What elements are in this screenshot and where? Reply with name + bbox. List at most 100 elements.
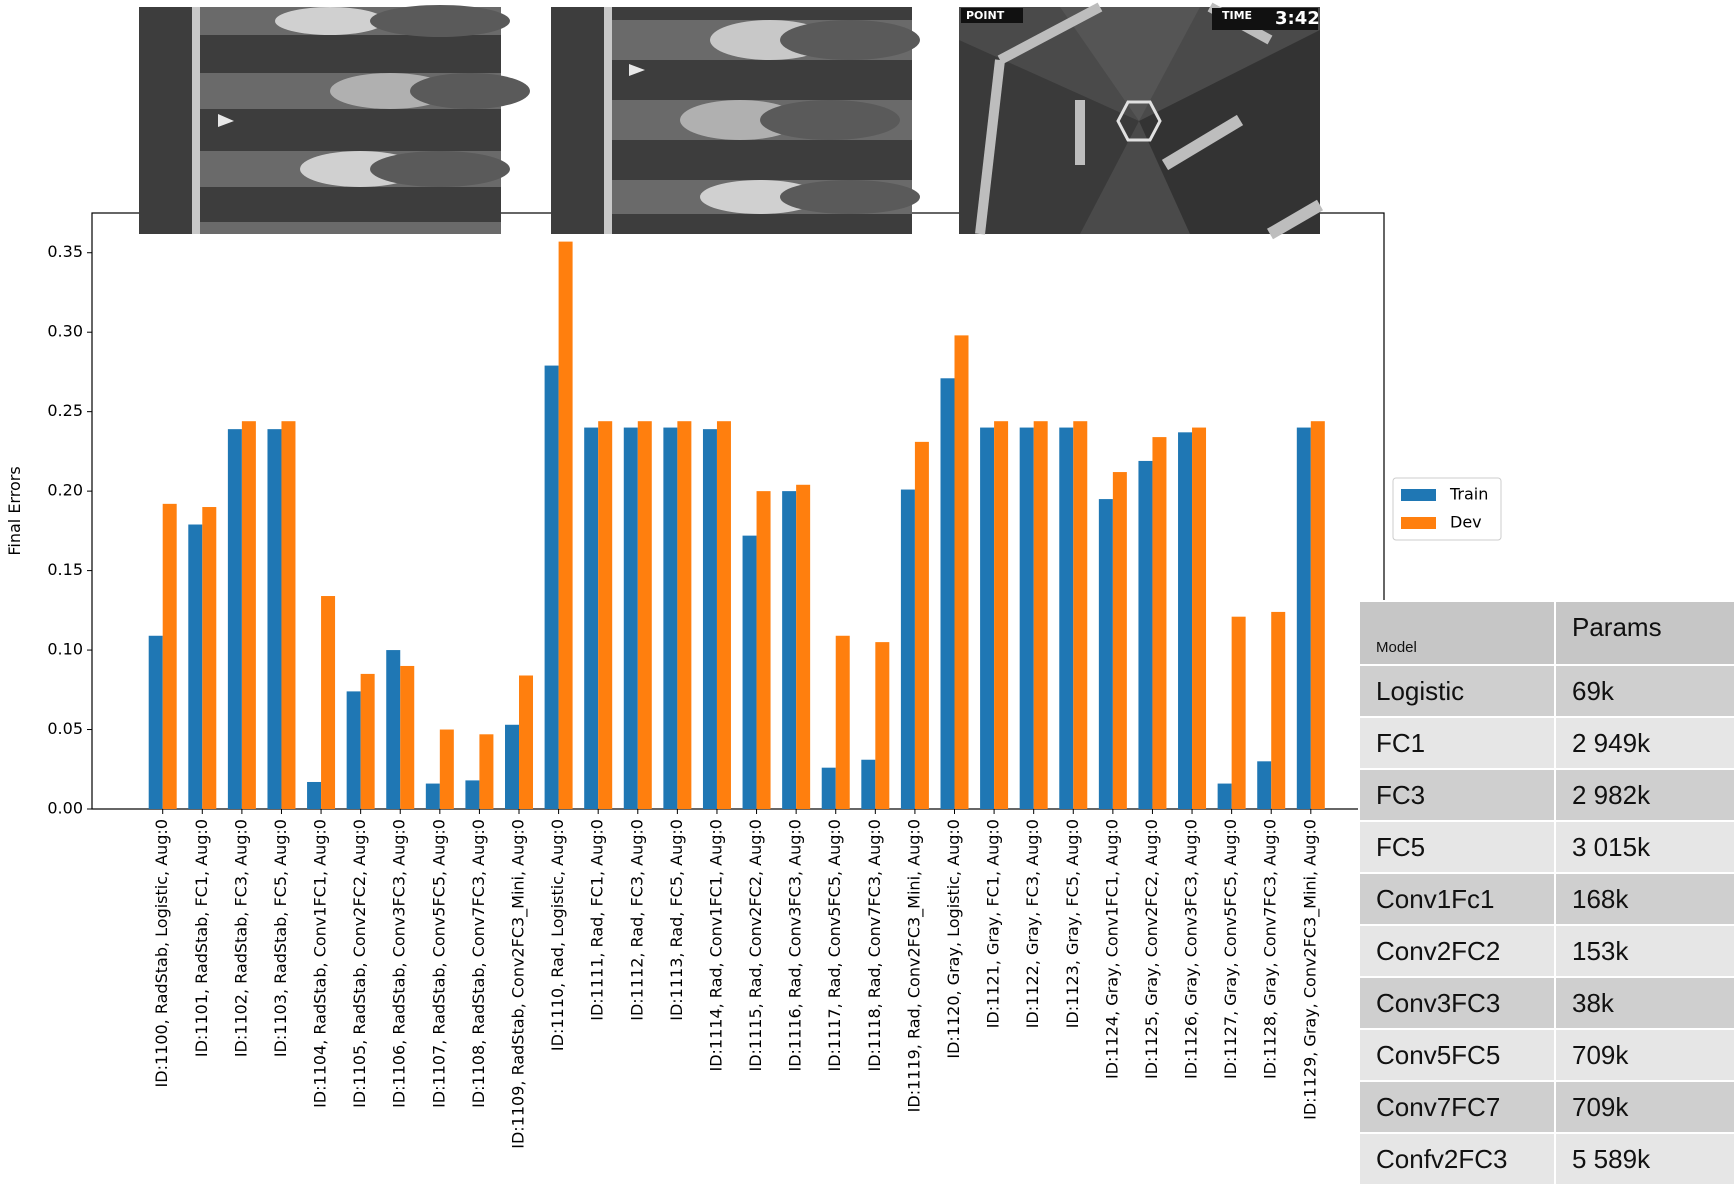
bar xyxy=(440,730,454,809)
y-tick-label: 0.20 xyxy=(47,481,83,500)
x-tick-label: ID:1101, RadStab, FC1, Aug:0 xyxy=(192,819,211,1057)
legend-label: Dev xyxy=(1450,513,1482,532)
x-tick-label: ID:1126, Gray, Conv3FC3, Aug:0 xyxy=(1182,819,1201,1079)
x-tick-label: ID:1110, Rad, Logistic, Aug:0 xyxy=(548,819,567,1051)
bar xyxy=(1192,428,1206,809)
bar xyxy=(1232,617,1246,809)
y-tick-label: 0.15 xyxy=(47,560,83,579)
table-row: Logistic69k xyxy=(1359,665,1735,717)
x-tick-label: ID:1112, Rad, FC3, Aug:0 xyxy=(627,819,646,1021)
bar xyxy=(663,428,677,809)
bar xyxy=(267,429,281,809)
table-cell: FC1 xyxy=(1359,717,1555,769)
bar xyxy=(980,428,994,809)
table-header-cell: Model xyxy=(1359,601,1555,665)
x-tick-label: ID:1111, Rad, FC1, Aug:0 xyxy=(588,819,607,1021)
x-tick-label: ID:1109, RadStab, Conv2FC3_Mini, Aug:0 xyxy=(509,819,529,1149)
table-cell: Logistic xyxy=(1359,665,1555,717)
x-tick-label: ID:1120, Gray, Logistic, Aug:0 xyxy=(944,819,963,1059)
legend-swatch xyxy=(1401,489,1436,501)
bar xyxy=(321,596,335,809)
x-tick-label: ID:1128, Gray, Conv7FC3, Aug:0 xyxy=(1261,819,1280,1079)
bar xyxy=(915,442,929,809)
bar xyxy=(1138,461,1152,809)
table-cell: 709k xyxy=(1555,1029,1735,1081)
table-cell: Confv2FC3 xyxy=(1359,1133,1555,1185)
bar xyxy=(386,650,400,809)
game-screen-2 xyxy=(551,7,920,234)
y-tick-label: 0.35 xyxy=(47,242,83,261)
x-tick-label: ID:1113, Rad, FC5, Aug:0 xyxy=(667,819,686,1021)
bar xyxy=(861,760,875,809)
bar xyxy=(624,428,638,809)
bar xyxy=(202,507,216,809)
table-cell: FC5 xyxy=(1359,821,1555,873)
game-screen-1 xyxy=(139,5,530,234)
bar xyxy=(822,768,836,809)
bar xyxy=(426,784,440,809)
bar xyxy=(598,421,612,809)
table-cell: 38k xyxy=(1555,977,1735,1029)
x-tick-label: ID:1118, Rad, Conv7FC3, Aug:0 xyxy=(865,819,884,1072)
hud-time: TIME xyxy=(1222,9,1252,22)
bar xyxy=(163,504,177,809)
x-tick-label: ID:1107, RadStab, Conv5FC5, Aug:0 xyxy=(429,819,448,1108)
bar xyxy=(941,378,955,809)
x-tick-label: ID:1122, Gray, FC3, Aug:0 xyxy=(1023,819,1042,1028)
x-tick-label: ID:1105, RadStab, Conv2FC2, Aug:0 xyxy=(350,819,369,1108)
bar xyxy=(519,675,533,809)
bar xyxy=(743,536,757,809)
bar xyxy=(1099,499,1113,809)
table-cell: 2 949k xyxy=(1555,717,1735,769)
bar xyxy=(836,636,850,809)
table-cell: 709k xyxy=(1555,1081,1735,1133)
bar xyxy=(1311,421,1325,809)
x-tick-label: ID:1100, RadStab, Logistic, Aug:0 xyxy=(152,819,171,1087)
plot-area: 0.000.050.100.150.200.250.300.35ID:1100,… xyxy=(47,213,1384,1149)
game-screen-3: POINT TIME 3:42 xyxy=(959,7,1320,234)
bar xyxy=(242,421,256,809)
bar xyxy=(1034,421,1048,809)
bar xyxy=(677,421,691,809)
x-tick-label: ID:1121, Gray, FC1, Aug:0 xyxy=(984,819,1003,1028)
bar xyxy=(1020,428,1034,809)
x-tick-label: ID:1117, Rad, Conv5FC5, Aug:0 xyxy=(825,819,844,1072)
y-tick-label: 0.25 xyxy=(47,401,83,420)
y-tick-label: 0.00 xyxy=(47,799,83,818)
bar xyxy=(400,666,414,809)
table-cell: 168k xyxy=(1555,873,1735,925)
table-cell: 153k xyxy=(1555,925,1735,977)
x-tick-label: ID:1104, RadStab, Conv1FC1, Aug:0 xyxy=(311,819,330,1108)
bar xyxy=(465,780,479,809)
bar xyxy=(1271,612,1285,809)
x-tick-label: ID:1114, Rad, Conv1FC1, Aug:0 xyxy=(706,819,725,1072)
table-cell: Conv5FC5 xyxy=(1359,1029,1555,1081)
bar xyxy=(347,691,361,809)
bar xyxy=(638,421,652,809)
hud-clock: 3:42 xyxy=(1275,8,1320,29)
x-tick-label: ID:1119, Rad, Conv2FC3_Mini, Aug:0 xyxy=(904,819,924,1112)
x-tick-label: ID:1115, Rad, Conv2FC2, Aug:0 xyxy=(746,819,765,1072)
legend: Train Dev xyxy=(1393,478,1501,540)
legend-label: Train xyxy=(1449,485,1488,504)
bar xyxy=(479,734,493,809)
y-tick-label: 0.10 xyxy=(47,640,83,659)
x-tick-label: ID:1116, Rad, Conv3FC3, Aug:0 xyxy=(786,819,805,1072)
table-header-cell: Params xyxy=(1555,601,1735,665)
table-cell: Conv7FC7 xyxy=(1359,1081,1555,1133)
bar xyxy=(281,421,295,809)
x-tick-label: ID:1103, RadStab, FC5, Aug:0 xyxy=(271,819,290,1057)
bar xyxy=(955,335,969,809)
bar xyxy=(1059,428,1073,809)
table-cell: FC3 xyxy=(1359,769,1555,821)
table-cell: 5 589k xyxy=(1555,1133,1735,1185)
x-tick-label: ID:1127, Gray, Conv5FC5, Aug:0 xyxy=(1221,819,1240,1079)
